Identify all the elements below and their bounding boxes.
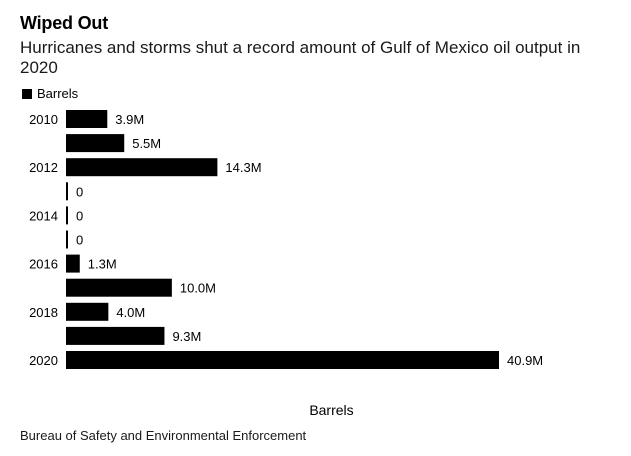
- bar-value-label: 0: [76, 208, 83, 223]
- bar-value-label: 40.9M: [507, 353, 543, 368]
- bar: [66, 302, 109, 321]
- y-tick-label: 2020: [29, 353, 58, 368]
- y-tick-label: 2012: [29, 160, 58, 175]
- bar-value-label: 9.3M: [172, 329, 201, 344]
- bar: [66, 351, 499, 369]
- bar-value-label: 10.0M: [180, 281, 216, 296]
- y-tick-label: 2016: [29, 257, 58, 272]
- bar-value-label: 14.3M: [225, 160, 261, 175]
- bar-chart: 2010 3.9M 5.5M 2012 14.3M 0 2014 0 0 2016 1.3M 10.0…: [29, 110, 543, 369]
- bar-value-label: 5.5M: [132, 136, 161, 151]
- bar: [66, 326, 165, 345]
- bar-value-label: 1.3M: [88, 257, 117, 272]
- bar: [66, 230, 68, 249]
- chart-title: Wiped Out: [20, 13, 109, 33]
- y-tick-label: 2010: [29, 112, 58, 127]
- bar: [66, 134, 125, 153]
- chart-subtitle: Hurricanes and storms shut a record amou…: [20, 38, 581, 77]
- bar-value-label: 4.0M: [116, 305, 145, 320]
- bar: [66, 158, 218, 177]
- bar: [66, 254, 80, 273]
- legend: Barrels: [22, 86, 78, 101]
- bar-value-label: 0: [76, 184, 83, 199]
- bar: [66, 206, 68, 225]
- bar: [66, 182, 68, 201]
- bar: [66, 278, 172, 297]
- bar-value-label: 3.9M: [115, 112, 144, 127]
- legend-label: Barrels: [37, 86, 79, 101]
- bar-value-label: 0: [76, 233, 83, 248]
- x-axis-label: Barrels: [309, 402, 354, 418]
- y-tick-label: 2018: [29, 305, 58, 320]
- bar: [66, 110, 108, 128]
- source-note: Bureau of Safety and Environmental Enfor…: [20, 428, 307, 443]
- legend-swatch: [22, 88, 32, 99]
- y-tick-label: 2014: [29, 208, 58, 223]
